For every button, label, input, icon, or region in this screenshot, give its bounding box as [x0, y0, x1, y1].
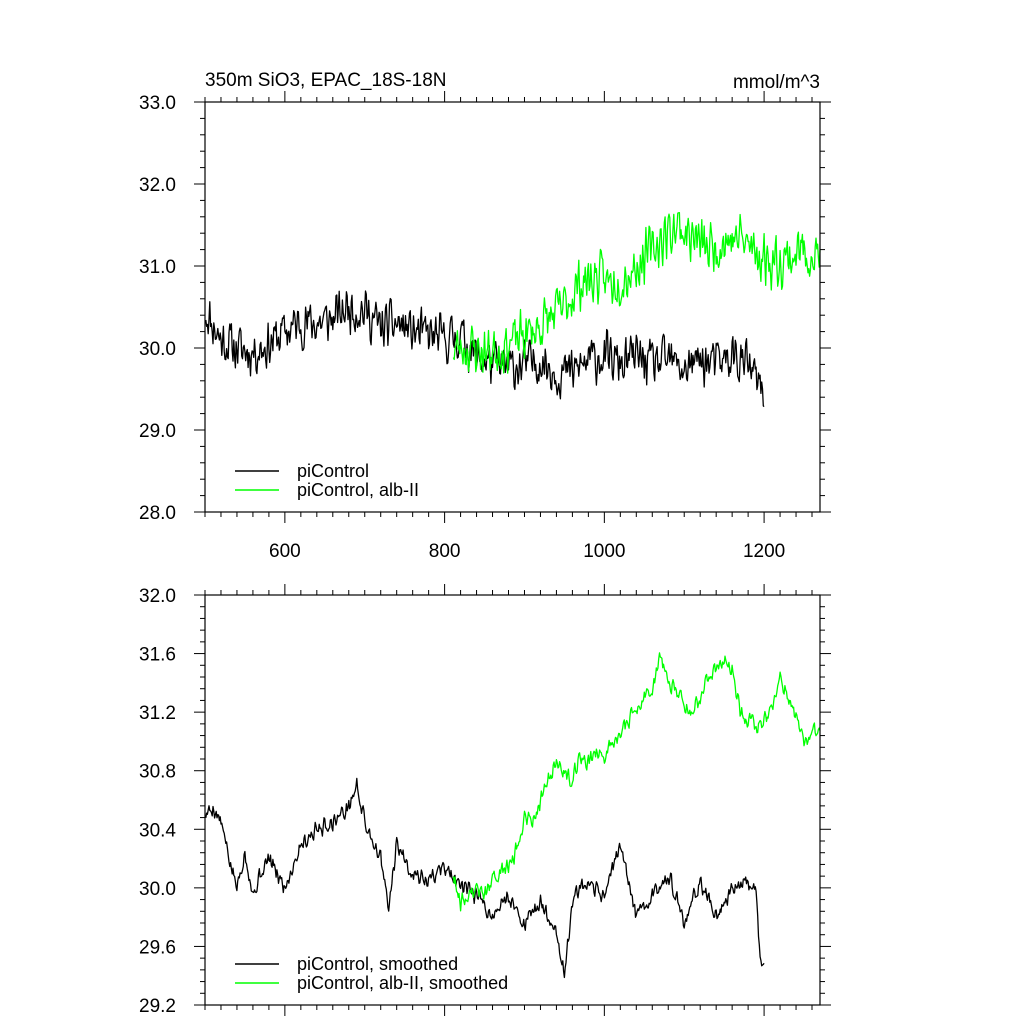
series-line-alb-ii [452, 652, 821, 912]
y-tick-label: 31.6 [139, 645, 176, 666]
legend-label: piControl [297, 461, 369, 481]
figure-title: 350m SiO3, EPAC_18S-18N [205, 70, 447, 91]
bottom-panel-tick-labels: 29.2 29.6 30.0 30.4 30.8 31.2 31.6 32.0 [139, 586, 176, 1017]
y-tick-label: 31.0 [139, 257, 176, 278]
top-panel-tick-labels: 600 800 1000 1200 28.0 29.0 30.0 31.0 32.0 33.0 [139, 93, 785, 562]
x-tick-label: 600 [269, 541, 301, 562]
y-tick-label: 32.0 [139, 175, 176, 196]
top-panel-series [205, 211, 821, 408]
y-tick-label: 29.2 [139, 996, 176, 1017]
bottom-panel: 29.2 29.6 30.0 30.4 30.8 31.2 31.6 32.0 piContr… [139, 584, 831, 1017]
y-tick-label: 29.6 [139, 937, 176, 958]
series-line-alb-ii [452, 211, 821, 374]
y-tick-label: 32.0 [139, 586, 176, 607]
bottom-panel-series [205, 652, 821, 979]
legend-label: piControl, smoothed [297, 954, 458, 974]
y-tick-label: 30.4 [139, 820, 176, 841]
y-tick-label: 30.0 [139, 879, 176, 900]
legend-label: piControl, alb-II, smoothed [297, 973, 508, 993]
y-tick-label: 31.2 [139, 703, 176, 724]
series-line-picontrol [205, 290, 765, 408]
top-panel-plot-frame [204, 101, 821, 513]
x-tick-label: 1000 [583, 541, 625, 562]
y-tick-label: 30.0 [139, 339, 176, 360]
x-tick-label: 1200 [743, 541, 785, 562]
top-panel: 350m SiO3, EPAC_18S-18N mmol/m^3 600 800 1… [139, 70, 831, 562]
y-tick-label: 30.8 [139, 762, 176, 783]
units-label: mmol/m^3 [733, 72, 820, 93]
bottom-panel-plot-frame [204, 594, 821, 1006]
y-tick-label: 28.0 [139, 503, 176, 524]
series-line-picontrol [205, 777, 765, 979]
x-tick-label: 800 [429, 541, 461, 562]
bottom-panel-ticks [194, 584, 831, 1016]
top-panel-ticks [194, 91, 831, 523]
y-tick-label: 29.0 [139, 421, 176, 442]
legend-label: piControl, alb-II [297, 480, 419, 500]
y-tick-label: 33.0 [139, 93, 176, 114]
